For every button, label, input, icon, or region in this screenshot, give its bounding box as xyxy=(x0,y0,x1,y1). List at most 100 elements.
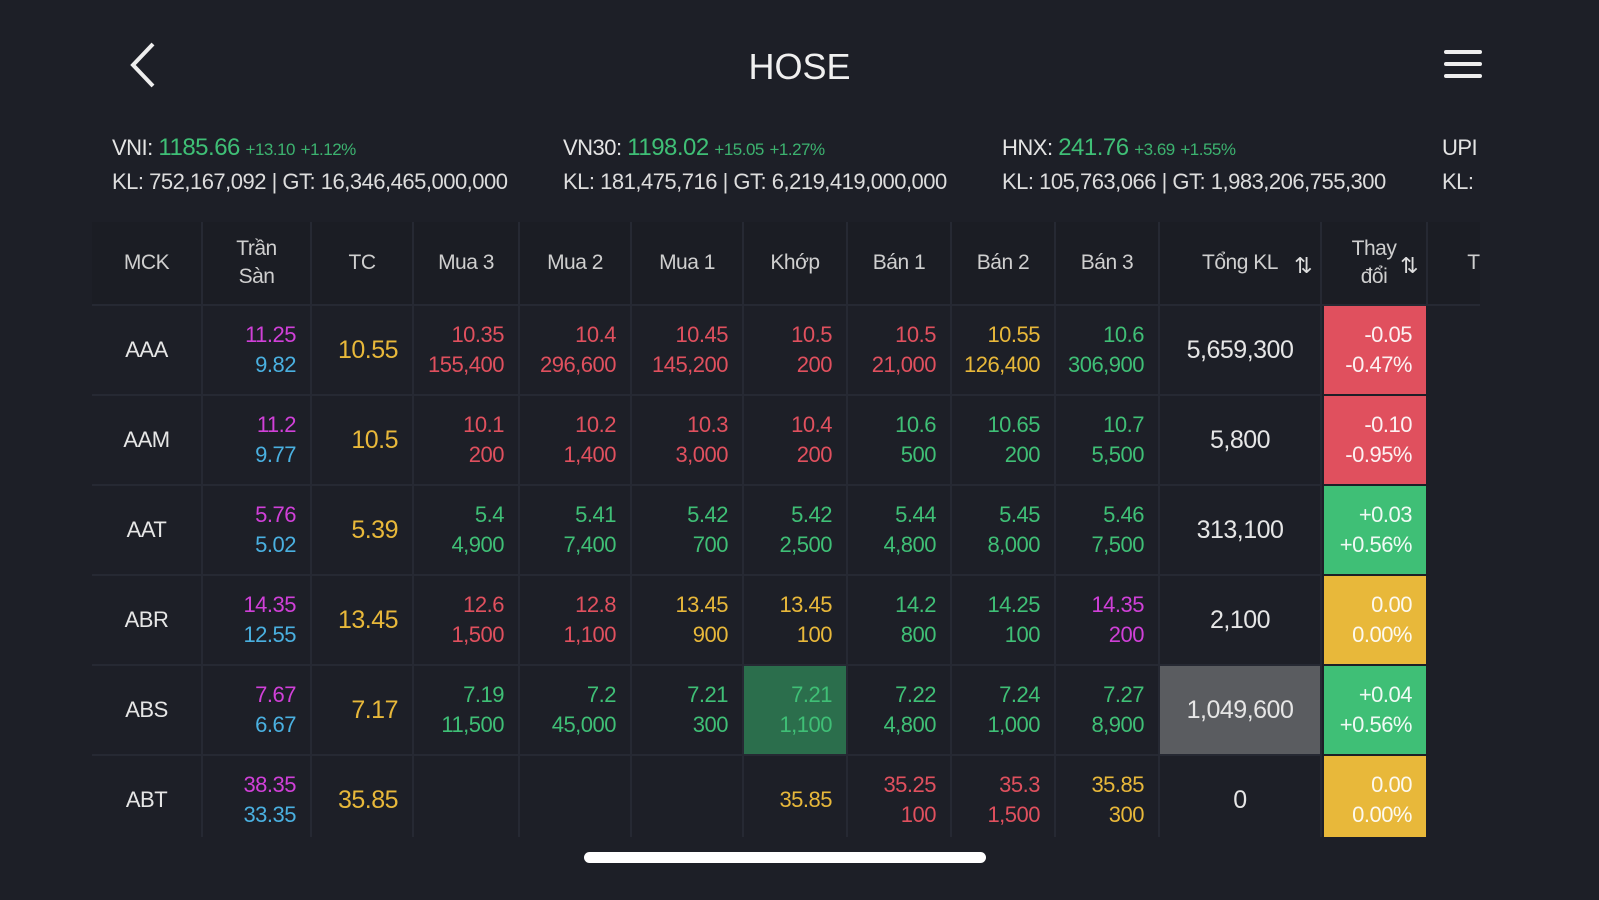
column-header[interactable]: Thay đổi ⇅ xyxy=(1322,222,1428,306)
order-cell[interactable]: 5.42 2,500 xyxy=(744,486,848,576)
symbol-cell[interactable]: AAT xyxy=(92,486,203,576)
chevron-left-icon[interactable] xyxy=(125,40,165,90)
volume: 200 xyxy=(796,352,833,377)
price: 35.25 xyxy=(883,772,936,797)
change-value: 0.00 xyxy=(1371,772,1412,797)
volume: 5,500 xyxy=(1091,442,1144,467)
order-cell[interactable]: 10.35 155,400 xyxy=(414,306,520,396)
order-cell[interactable]: 35.3 1,500 xyxy=(952,756,1056,837)
order-cell[interactable]: 14.35 200 xyxy=(1056,576,1160,666)
order-cell[interactable]: 10.45 145,200 xyxy=(632,306,744,396)
order-cell[interactable]: 10.4 200 xyxy=(744,396,848,486)
index-volume-value: KL: xyxy=(1442,169,1474,194)
reference-cell: 35.85 xyxy=(312,756,414,837)
order-cell[interactable]: 14.25 100 xyxy=(952,576,1056,666)
order-cell[interactable]: 35.25 100 xyxy=(848,756,952,837)
order-cell[interactable]: 7.27 8,900 xyxy=(1056,666,1160,756)
reference-price: 35.85 xyxy=(337,786,399,814)
order-cell[interactable]: 10.1 200 xyxy=(414,396,520,486)
price: 10.2 xyxy=(575,412,616,437)
symbol-cell[interactable]: AAA xyxy=(92,306,203,396)
order-cell[interactable] xyxy=(414,756,520,837)
volume: 8,900 xyxy=(1091,712,1144,737)
order-cell[interactable]: 10.55 126,400 xyxy=(952,306,1056,396)
volume: 200 xyxy=(468,442,505,467)
ceiling-floor-cell: 11.25 9.82 xyxy=(203,306,312,396)
home-indicator[interactable] xyxy=(584,852,986,863)
order-cell[interactable]: 10.7 5,500 xyxy=(1056,396,1160,486)
order-cell[interactable]: 35.85 xyxy=(744,756,848,837)
order-cell[interactable]: 7.21 300 xyxy=(632,666,744,756)
order-cell[interactable]: 13.45 100 xyxy=(744,576,848,666)
order-cell[interactable]: 5.45 8,000 xyxy=(952,486,1056,576)
column-header: Mua 3 xyxy=(414,222,520,306)
hamburger-menu-icon[interactable] xyxy=(1444,50,1482,84)
order-cell[interactable]: 5.44 4,800 xyxy=(848,486,952,576)
ceiling-price: 5.76 xyxy=(255,502,296,527)
order-cell[interactable]: 10.3 3,000 xyxy=(632,396,744,486)
order-cell[interactable]: 10.65 200 xyxy=(952,396,1056,486)
change-value: -0.05 xyxy=(1364,322,1412,347)
order-cell[interactable]: 7.22 4,800 xyxy=(848,666,952,756)
price-board-table[interactable]: MCK Trần Sàn TC Mua 3 Mua 2 Mua 1 Khớp Bán 1 Bán … xyxy=(92,222,1480,837)
sort-icon[interactable]: ⇅ xyxy=(1400,253,1418,278)
symbol: ABT xyxy=(125,787,168,812)
column-header[interactable]: Tổ xyxy=(1428,222,1480,306)
volume: 500 xyxy=(900,442,937,467)
order-cell[interactable]: 5.46 7,500 xyxy=(1056,486,1160,576)
table-row[interactable]: AAM 11.2 9.77 10.5 10.1 200 10.2 1,400 10.3 3,0… xyxy=(92,396,1480,486)
index-value: 1198.02 xyxy=(627,134,709,161)
order-cell[interactable]: 10.6 306,900 xyxy=(1056,306,1160,396)
order-cell[interactable]: 10.5 200 xyxy=(744,306,848,396)
index-ticker[interactable]: VNI: 1185.66 +13.10 +1.12% KL: 752,167,0… xyxy=(112,132,1482,196)
order-cell[interactable]: 13.45 900 xyxy=(632,576,744,666)
index-volume-value: KL: 752,167,092 | GT: 16,346,465,000,000 xyxy=(112,169,508,194)
index-1[interactable]: VN30: 1198.02 +15.05 +1.27% KL: 181,475,… xyxy=(563,132,947,196)
symbol-cell[interactable]: ABT xyxy=(92,756,203,837)
table-row[interactable]: ABS 7.67 6.67 7.17 7.19 11,500 7.2 45,000 7.21… xyxy=(92,666,1480,756)
total-volume: 5,800 xyxy=(1209,426,1271,454)
change-cell: 0.00 0.00% xyxy=(1324,756,1426,837)
order-cell[interactable]: 7.2 45,000 xyxy=(520,666,632,756)
order-cell[interactable]: 7.19 11,500 xyxy=(414,666,520,756)
change-pct: 0.00% xyxy=(1352,622,1412,647)
order-cell[interactable]: 10.2 1,400 xyxy=(520,396,632,486)
symbol-cell[interactable]: ABS xyxy=(92,666,203,756)
order-cell[interactable]: 10.6 500 xyxy=(848,396,952,486)
order-cell[interactable]: 10.4 296,600 xyxy=(520,306,632,396)
symbol-cell[interactable]: ABR xyxy=(92,576,203,666)
order-cell[interactable]: 14.2 800 xyxy=(848,576,952,666)
column-header[interactable]: Tổng KL ⇅ xyxy=(1160,222,1322,306)
index-value: 1185.66 xyxy=(158,134,240,161)
order-cell[interactable]: 10.5 21,000 xyxy=(848,306,952,396)
order-cell[interactable]: 5.42 700 xyxy=(632,486,744,576)
column-header-label: đổi xyxy=(1360,265,1388,288)
price: 5.42 xyxy=(791,502,832,527)
order-cell[interactable]: 7.21 1,100 xyxy=(744,666,848,756)
sort-icon[interactable]: ⇅ xyxy=(1294,253,1312,278)
volume: 300 xyxy=(692,712,729,737)
symbol-cell[interactable]: AAM xyxy=(92,396,203,486)
order-cell[interactable]: 5.4 4,900 xyxy=(414,486,520,576)
volume: 4,800 xyxy=(883,532,936,557)
order-cell[interactable]: 5.41 7,400 xyxy=(520,486,632,576)
volume: 4,800 xyxy=(883,712,936,737)
table-row[interactable]: AAA 11.25 9.82 10.55 10.35 155,400 10.4 296,6… xyxy=(92,306,1480,396)
index-0[interactable]: VNI: 1185.66 +13.10 +1.12% KL: 752,167,0… xyxy=(112,132,508,196)
column-header-label: Mua 1 xyxy=(659,251,715,274)
order-cell[interactable]: 12.8 1,100 xyxy=(520,576,632,666)
price: 14.35 xyxy=(1091,592,1144,617)
index-3[interactable]: UPI KL: xyxy=(1442,132,1478,196)
order-cell[interactable]: 7.24 1,000 xyxy=(952,666,1056,756)
order-cell[interactable]: 12.6 1,500 xyxy=(414,576,520,666)
change-pct: -0.95% xyxy=(1345,442,1412,467)
table-row[interactable]: AAT 5.76 5.02 5.39 5.4 4,900 5.41 7,400 5.42 70… xyxy=(92,486,1480,576)
table-row[interactable]: ABR 14.35 12.55 13.45 12.6 1,500 12.8 1,100 13… xyxy=(92,576,1480,666)
table-row[interactable]: ABT 38.35 33.35 35.85 35.85 35.25 100 35.3 1,5… xyxy=(92,756,1480,837)
index-2[interactable]: HNX: 241.76 +3.69 +1.55% KL: 105,763,066… xyxy=(1002,132,1386,196)
order-cell[interactable] xyxy=(632,756,744,837)
price: 10.6 xyxy=(895,412,936,437)
order-cell[interactable]: 35.85 300 xyxy=(1056,756,1160,837)
order-cell[interactable] xyxy=(520,756,632,837)
price: 35.85 xyxy=(1091,772,1144,797)
